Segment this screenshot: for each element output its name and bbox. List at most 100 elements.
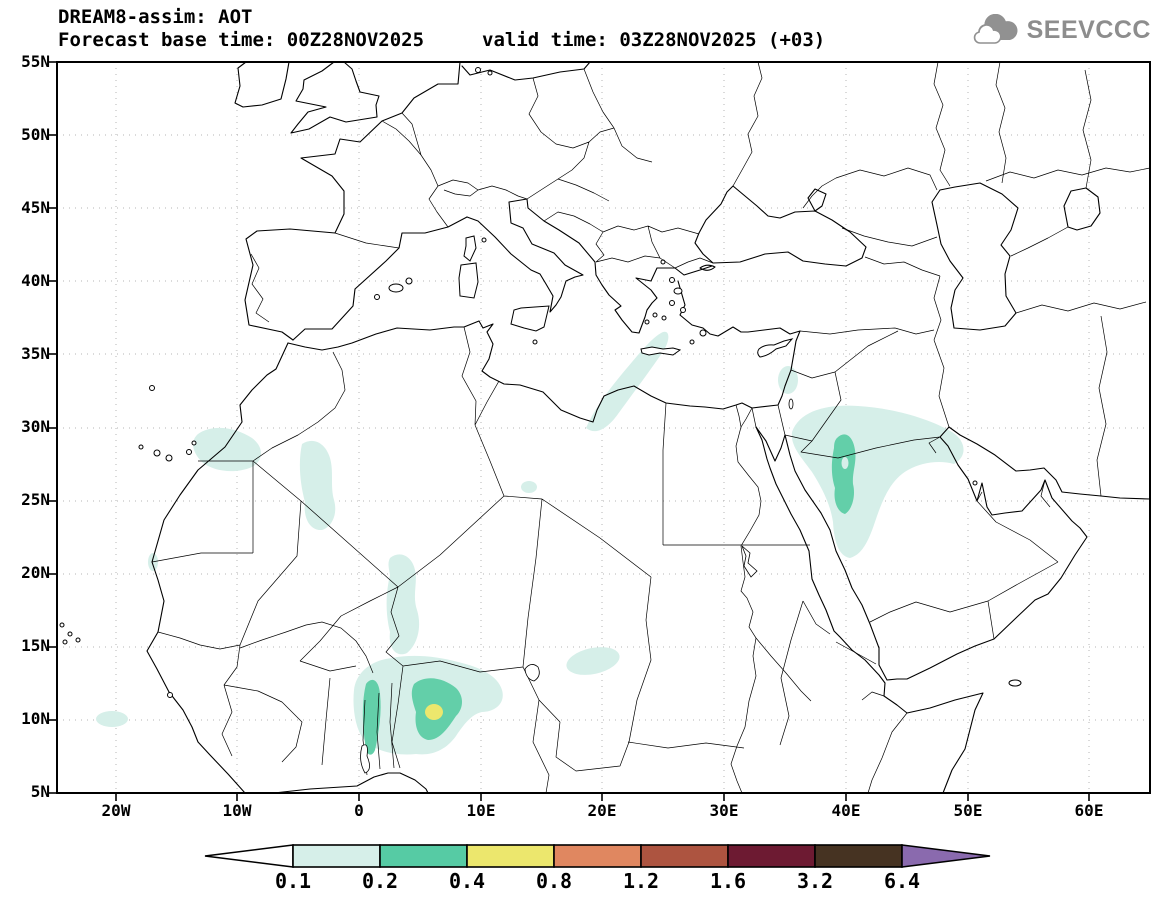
valid-time: valid time: 03Z28NOV2025 (+03) xyxy=(482,29,826,51)
arabia-coast xyxy=(784,426,1088,681)
danish-isles-1 xyxy=(475,67,481,73)
west-africa-coast xyxy=(146,342,289,794)
red-sea-west-coast xyxy=(755,426,984,794)
ireland-coast xyxy=(234,61,290,108)
karpathos xyxy=(689,339,695,345)
colorbar-segment-5 xyxy=(727,844,816,868)
cape-verde-1 xyxy=(59,622,65,628)
caspian-sea xyxy=(931,182,1019,331)
logo-text: SEEVCCC xyxy=(1026,15,1151,44)
ibiza xyxy=(374,294,380,300)
volga-river xyxy=(933,61,951,187)
baltic-coast xyxy=(461,61,591,81)
sea-of-azov xyxy=(807,188,827,212)
colorbar-value: 1.2 xyxy=(623,869,659,893)
lat-label: 30N xyxy=(21,417,50,436)
bijagos xyxy=(167,692,173,698)
gran-canaria xyxy=(165,454,173,462)
black-sea xyxy=(694,185,867,267)
malta xyxy=(532,339,538,345)
lake-chad xyxy=(524,664,540,682)
lat-label: 50N xyxy=(21,125,50,144)
balkan-greece-coast xyxy=(526,198,713,334)
country-borders-africa xyxy=(151,326,908,794)
danish-isles-2 xyxy=(487,70,493,76)
colorbar: 0.1 0.2 0.4 0.8 1.2 1.6 3.2 6.4 xyxy=(204,844,991,893)
chios xyxy=(669,300,675,306)
colorbar-left-arrow xyxy=(204,844,294,868)
aot-contours-level-0p4 xyxy=(425,704,443,720)
colorbar-segment-6 xyxy=(814,844,903,868)
crete xyxy=(640,346,682,356)
latitude-axis-labels: 55N 50N 45N 40N 35N 30N 25N 20N 15N 10N … xyxy=(21,52,50,801)
lake-nasser xyxy=(741,545,758,578)
colorbar-segment-4 xyxy=(640,844,729,868)
lesbos xyxy=(673,287,683,295)
italy-coast xyxy=(466,198,584,313)
sinai-coast xyxy=(755,426,786,462)
cape-verde-4 xyxy=(75,637,81,643)
ural-river xyxy=(995,61,1007,184)
lat-label: 40N xyxy=(21,271,50,290)
lemnos xyxy=(669,277,675,283)
sardinia xyxy=(458,262,479,299)
madeira xyxy=(149,385,155,391)
islands xyxy=(59,67,1022,698)
lon-label: 50E xyxy=(954,801,983,820)
atlantic-europe-coast xyxy=(244,61,461,341)
la-palma xyxy=(138,444,144,450)
lat-label: 55N xyxy=(21,52,50,71)
forecast-base-time: Forecast base time: 00Z28NOV2025 xyxy=(58,29,425,51)
lat-label: 15N xyxy=(21,636,50,655)
lon-label: 40E xyxy=(832,801,861,820)
colorbar-value: 0.2 xyxy=(362,869,398,893)
lake-volta xyxy=(360,744,370,774)
turkey-coast xyxy=(677,280,801,342)
mallorca xyxy=(388,283,404,293)
sicily xyxy=(510,305,550,332)
nile-river xyxy=(730,404,812,794)
lon-label: 20W xyxy=(102,801,131,820)
niger-river xyxy=(239,621,374,674)
colorbar-segment-3 xyxy=(553,844,642,868)
aot-contour-inner-spot xyxy=(841,457,849,469)
rhodes xyxy=(699,329,707,337)
colorbar-value: 0.8 xyxy=(536,869,572,893)
colorbar-value: 1.6 xyxy=(710,869,746,893)
lon-label: 0 xyxy=(354,801,364,820)
elba xyxy=(481,237,487,243)
corsica xyxy=(463,235,477,262)
cyprus xyxy=(757,338,794,358)
bahrain xyxy=(972,480,978,486)
header: DREAM8-assim: AOT Forecast base time: 00… xyxy=(58,6,825,52)
iran-gulf-coast xyxy=(948,426,1151,500)
levant-north-africa-coast xyxy=(287,320,797,423)
seevccc-logo: SEEVCCC xyxy=(971,14,1151,46)
samos xyxy=(680,307,686,313)
lat-label: 5N xyxy=(31,782,50,801)
axis-ticks xyxy=(49,61,1090,801)
colorbar-right-arrow xyxy=(901,844,991,868)
lon-label: 30E xyxy=(710,801,739,820)
aral-sea xyxy=(1063,187,1101,231)
tenerife xyxy=(153,449,161,457)
socotra xyxy=(1008,679,1022,687)
dead-sea xyxy=(788,398,794,410)
lon-label: 20E xyxy=(588,801,617,820)
lon-label: 60E xyxy=(1075,801,1104,820)
fuerteventura xyxy=(186,449,192,455)
forecast-times: Forecast base time: 00Z28NOV2025 valid ti… xyxy=(58,29,825,52)
gulf-of-guinea-coast xyxy=(273,772,429,794)
lat-label: 35N xyxy=(21,344,50,363)
colorbar-segment-2 xyxy=(466,844,555,868)
colorbar-value: 0.4 xyxy=(449,869,485,893)
country-borders-eurasia xyxy=(250,61,1151,640)
cape-verde-2 xyxy=(67,631,73,637)
coastlines xyxy=(146,61,1151,794)
cloud-logo-icon xyxy=(973,14,1018,44)
middle-east-borders xyxy=(751,330,1059,640)
colorbar-value: 0.1 xyxy=(275,869,311,893)
longitude-axis-labels: 20W 10W 0 10E 20E 30E 40E 50E 60E xyxy=(102,801,1104,820)
